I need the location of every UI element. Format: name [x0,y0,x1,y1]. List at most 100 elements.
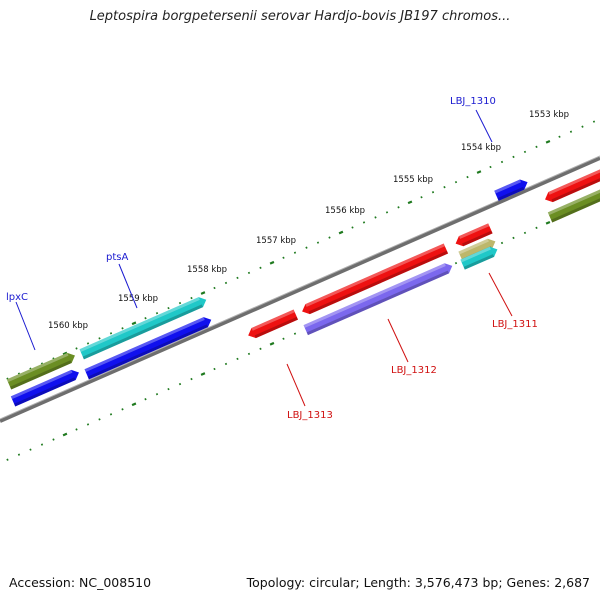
tick-mark [535,226,538,229]
tick-label-1560: 1560 kbp [48,321,88,331]
tick-mark [293,251,297,254]
feature-red-right [545,165,600,203]
tick-mark [109,413,113,416]
tick-mark [443,185,446,189]
feature-blue-2 [84,317,212,380]
lower-tick-ruler [6,201,596,461]
tick-mark [247,271,251,275]
tick-mark [131,402,137,407]
upper-tick-ruler [6,120,596,380]
tick-mark [200,291,206,295]
tick-mark [224,281,228,285]
tick-mark [167,306,170,310]
tick-mark [500,241,504,245]
tick-mark [407,200,413,205]
tick-mark [259,347,262,350]
feature-red-small [455,223,493,247]
tick-mark [374,216,377,219]
tick-mark [397,206,400,209]
tick-mark [431,191,435,194]
gene-label-lbj1311: LBJ_1311 [492,319,538,330]
tick-mark [86,423,90,426]
tick-label-1556: 1556 kbp [325,206,365,216]
tick-mark [282,256,285,259]
tick-mark [121,327,124,330]
tick-mark [523,231,527,235]
tick-mark [512,236,515,240]
tick-mark [121,408,124,411]
map-title: Leptospira borgpetersenii serovar Hardjo… [89,9,511,24]
tick-mark [362,221,366,224]
tick-mark [259,266,262,269]
tick-mark [144,398,147,401]
gene-label-lpxc: lpxC [6,292,28,303]
tick-mark [338,230,344,235]
tick-mark [466,175,469,179]
tick-mark [476,170,482,174]
feature-red-long [302,243,449,315]
tick-mark [52,357,55,360]
tick-mark [155,312,159,315]
tick-mark [6,377,9,380]
tick-mark [523,150,527,154]
tick-mark [190,296,193,300]
gene-labels: LBJ_1310 ptsA lpxC LBJ_1311 LBJ_1312 LBJ… [6,96,538,421]
tick-label-1558: 1558 kbp [187,265,227,275]
tick-mark [282,337,285,340]
tick-label-1555: 1555 kbp [393,175,433,185]
gene-label-leaders [15,109,513,407]
tick-mark [213,367,216,371]
tick-mark [236,276,239,280]
tick-mark [98,418,101,421]
tick-mark [167,387,170,391]
tick-mark [385,211,389,214]
tick-mark [247,352,251,356]
tick-mark [592,120,596,123]
feature-lbj1313 [248,309,299,339]
tick-mark [6,458,9,461]
accession-text: Accession: NC_008510 [9,575,152,590]
tick-mark [420,196,423,199]
feature-blue-1 [10,369,79,407]
tick-mark [316,241,320,244]
gene-features [6,165,600,407]
tick-mark [29,367,32,370]
tick-mark [178,301,182,305]
tick-mark [512,155,515,159]
feature-lbj1310 [494,179,528,201]
tick-mark [236,357,239,361]
tick-mark [269,341,275,346]
tick-mark [17,372,21,375]
feature-ptsa [79,297,207,360]
tick-mark [328,236,331,239]
tick-mark [454,261,458,265]
tick-mark [190,377,193,381]
tick-mark [545,139,551,144]
tick-mark [200,372,206,376]
tick-mark [40,362,44,365]
tick-label-1554: 1554 kbp [461,143,501,153]
tick-mark [305,246,308,249]
tick-mark [86,342,90,345]
topology-text: Topology: circular; Length: 3,576,473 bp… [246,575,590,590]
tick-mark [62,432,68,437]
tick-mark [29,448,32,451]
tick-mark [293,332,297,335]
gene-label-ptsa: ptsA [106,252,128,263]
tick-mark [109,332,113,335]
tick-mark [17,453,21,456]
tick-mark [75,428,78,431]
tick-mark [62,351,68,356]
tick-mark [569,130,573,133]
tick-label-1559: 1559 kbp [118,294,158,304]
tick-mark [489,165,492,169]
tick-mark [535,145,538,148]
tick-mark [581,125,584,128]
tick-mark [454,180,458,184]
tick-mark [75,347,78,350]
tick-mark [224,362,228,366]
tick-mark [351,226,354,229]
tick-mark [213,286,216,290]
tick-mark [500,160,504,164]
